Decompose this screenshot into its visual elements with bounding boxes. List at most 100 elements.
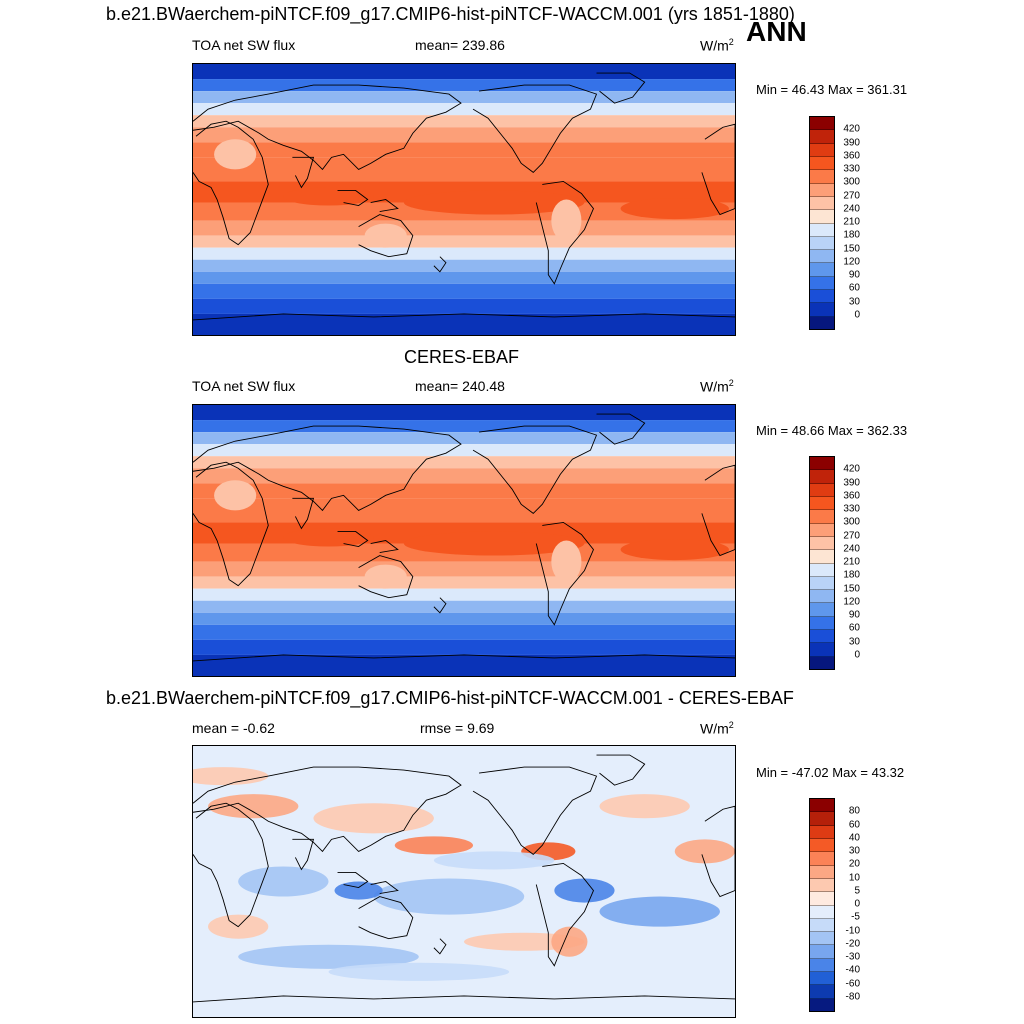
coastline bbox=[370, 540, 399, 553]
panel2-colorbar-swatch bbox=[810, 656, 834, 669]
panel1-colorbar-swatch bbox=[810, 276, 834, 291]
panel1-colorbar-tick-label: 150 bbox=[843, 243, 860, 254]
coastline bbox=[193, 425, 462, 512]
panel2-colorbar-swatch bbox=[810, 510, 834, 524]
panel1-variable: TOA net SW flux bbox=[192, 37, 296, 53]
coastline-group bbox=[193, 72, 735, 321]
panel1-colorbar-swatch bbox=[810, 183, 834, 197]
flux-band bbox=[193, 247, 735, 260]
panel2-colorbar-swatch bbox=[810, 457, 834, 471]
panel2-colorbar-swatch bbox=[810, 496, 834, 511]
flux-band bbox=[193, 498, 735, 523]
panel3-colorbar-swatch bbox=[810, 838, 834, 853]
coastline bbox=[193, 654, 735, 662]
diff-anomaly bbox=[394, 836, 474, 855]
panel3-colorbar-swatch bbox=[810, 825, 834, 839]
panel1-colorbar-tick-label: 180 bbox=[843, 229, 860, 241]
coastline bbox=[337, 531, 369, 548]
coastline bbox=[701, 123, 735, 216]
panel2-colorbar-tick-label: 30 bbox=[848, 636, 860, 647]
flux-band bbox=[193, 588, 735, 601]
panel2-colorbar-tick-label: 0 bbox=[854, 649, 860, 661]
panel2-colorbar-tick-label: 360 bbox=[843, 490, 860, 502]
diff-anomaly bbox=[313, 803, 434, 834]
panel2-colorbar-swatch bbox=[810, 630, 834, 644]
flux-band bbox=[193, 283, 735, 299]
coastline bbox=[472, 425, 598, 514]
coastline bbox=[535, 862, 594, 967]
panel3-map bbox=[192, 745, 736, 1018]
panel2-colorbar-swatch bbox=[810, 576, 834, 591]
flux-land bbox=[214, 139, 257, 170]
flux-band bbox=[193, 115, 735, 128]
flux-core bbox=[620, 197, 729, 220]
panel3-colorbar-swatch bbox=[810, 812, 834, 826]
panel2-colorbar-tick-label: 330 bbox=[843, 503, 860, 515]
panel3-colorbar-tick-label: -20 bbox=[845, 938, 860, 950]
diff-anomaly bbox=[193, 767, 269, 786]
panel3-colorbar-swatch bbox=[810, 932, 834, 946]
flux-band bbox=[193, 235, 735, 248]
coastline bbox=[535, 521, 594, 626]
panel1-colorbar-swatch bbox=[810, 250, 834, 264]
panel1-colorbar-swatch bbox=[810, 143, 834, 157]
diff-anomaly bbox=[334, 881, 383, 900]
panel2-colorbar-tick-label: 90 bbox=[848, 609, 860, 621]
panel2-colorbar-swatch bbox=[810, 590, 834, 604]
diff-anomaly bbox=[238, 944, 419, 969]
panel1-colorbar-labels: 420 390 360 330 300 270 240 210 180 150 120 90 60 30 0 bbox=[820, 116, 860, 328]
panel1-colorbar-tick-label: 270 bbox=[843, 190, 860, 201]
diff-anomaly bbox=[599, 794, 690, 819]
panel2-colorbar-tick-label: 210 bbox=[843, 556, 860, 568]
panel2-colorbar-tick-label: 150 bbox=[843, 583, 860, 594]
diff-anomaly bbox=[328, 962, 510, 981]
flux-band bbox=[193, 612, 735, 625]
panel3-colorbar-tick-label: 0 bbox=[854, 898, 860, 910]
coastline bbox=[535, 180, 594, 285]
coastline bbox=[193, 995, 735, 1003]
coastline bbox=[193, 461, 269, 587]
coastline bbox=[358, 214, 414, 258]
panel3-colorbar-swatch bbox=[810, 945, 834, 959]
coastline bbox=[472, 766, 598, 855]
panel1-colorbar-tick-label: 300 bbox=[843, 176, 860, 188]
diff-anomaly bbox=[674, 839, 735, 864]
panel3-colorbar-swatch bbox=[810, 865, 834, 879]
panel3-colorbar-tick-label: 10 bbox=[848, 872, 860, 883]
panel2-map-svg bbox=[193, 405, 735, 676]
flux-core bbox=[403, 531, 585, 556]
panel3-colorbar-swatch bbox=[810, 918, 834, 933]
flux-land bbox=[551, 199, 582, 242]
coastline bbox=[472, 84, 598, 173]
coastline bbox=[193, 802, 269, 928]
panel3-colorbar-labels: 80 60 40 30 20 10 5 0 -5 -10 -20 -30 -40 -60 -80 bbox=[820, 798, 860, 1010]
panel3-colorbar-tick-label: -40 bbox=[845, 964, 860, 976]
panel1-colorbar-tick-label: 60 bbox=[848, 282, 860, 294]
panel2-colorbar-tick-label: 180 bbox=[843, 569, 860, 581]
flux-band bbox=[193, 142, 735, 158]
panel2-variable: TOA net SW flux bbox=[192, 378, 296, 394]
panel1-colorbar-tick-label: 30 bbox=[848, 296, 860, 307]
panel1-colorbar-tick-label: 390 bbox=[843, 137, 860, 148]
flux-band bbox=[193, 456, 735, 469]
panel3-colorbar-swatch bbox=[810, 905, 834, 919]
flux-land bbox=[551, 540, 582, 583]
panel1-colorbar-swatch bbox=[810, 303, 834, 317]
panel1-mean: mean= 239.86 bbox=[415, 37, 505, 53]
panel1-colorbar-swatch bbox=[810, 236, 834, 251]
coastline bbox=[433, 938, 447, 955]
panel2-colorbar-swatch bbox=[810, 483, 834, 497]
panel1-colorbar-tick-label: 90 bbox=[848, 269, 860, 281]
panel3-colorbar-swatch bbox=[810, 878, 834, 893]
flux-band bbox=[193, 561, 735, 577]
panel1-colorbar-tick-label: 120 bbox=[843, 256, 860, 268]
panel3-colorbar-swatch bbox=[810, 892, 834, 906]
panel2-colorbar-tick-label: 300 bbox=[843, 516, 860, 528]
panel3-rmse: rmse = 9.69 bbox=[420, 720, 495, 736]
coastline bbox=[701, 464, 735, 557]
coastline bbox=[358, 896, 414, 940]
coastline bbox=[193, 84, 462, 171]
panel1-colorbar-tick-label: 420 bbox=[843, 123, 860, 135]
flux-band bbox=[193, 444, 735, 457]
panel2-colorbar-labels: 420 390 360 330 300 270 240 210 180 150 120 90 60 30 0 bbox=[820, 456, 860, 668]
